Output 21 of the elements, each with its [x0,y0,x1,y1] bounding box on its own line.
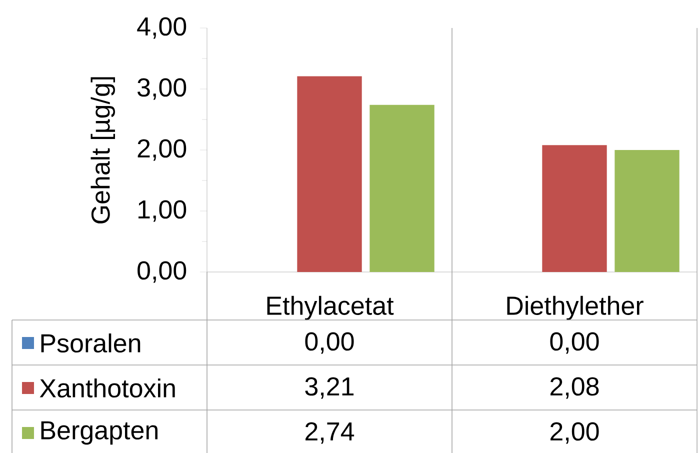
data-label: 0,00 [550,332,599,354]
y-tick-label: 3,00 [138,78,186,100]
legend-label: Psoralen [41,333,140,353]
legend-label: Xanthotoxin [40,378,175,398]
y-tick-label: 2,00 [138,139,186,161]
x-tick-label: Ethylacetat [267,296,394,320]
y-tick-label: 0,00 [138,261,186,283]
y-axis-title: Gehalt [µg/g] [90,77,115,224]
data-label: 2,74 [306,422,354,444]
data-label: 2,00 [550,422,599,444]
bar [370,104,434,272]
y-tick-label: 1,00 [138,200,186,222]
x-tick-label: Diethylether [507,296,644,320]
data-label: 2,08 [550,377,599,399]
bar [297,76,362,272]
data-label: 3,21 [305,377,354,399]
bar [614,150,680,272]
y-tick-label: 4,00 [137,17,186,39]
bar [542,145,607,272]
data-label: 0,00 [305,332,354,354]
legend-label: Bergapten [41,421,158,445]
